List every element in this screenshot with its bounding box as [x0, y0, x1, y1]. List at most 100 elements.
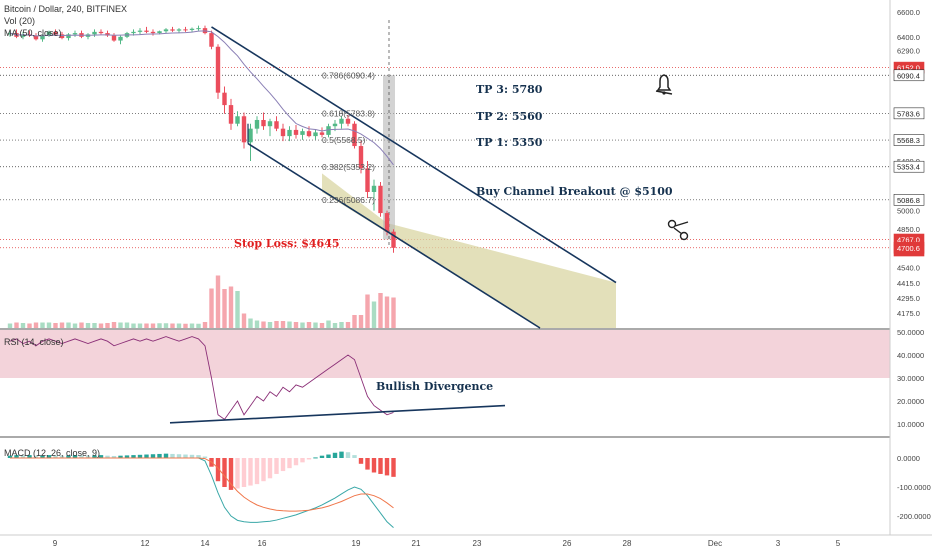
volume-bar: [371, 301, 377, 328]
macd-histogram-bar: [365, 458, 370, 470]
candle-body: [170, 29, 175, 31]
tp2-label[interactable]: TP 2: 5560: [476, 110, 543, 123]
divergence-trendline: [169, 404, 506, 424]
candle-body: [391, 231, 396, 248]
price-axis-tick: 5353.4: [897, 163, 920, 172]
macd-histogram-bar: [79, 455, 84, 458]
macd-histogram-bar: [254, 458, 260, 485]
candle-body: [46, 31, 52, 36]
bell-icon[interactable]: [655, 74, 673, 95]
candle-body: [59, 34, 65, 39]
tp3-label[interactable]: TP 3: 5780: [476, 83, 543, 96]
macd-histogram-bar: [150, 454, 156, 458]
volume-bar: [53, 323, 58, 328]
rsi-axis-tick: 20.0000: [897, 397, 924, 406]
macd-histogram-bar: [27, 455, 32, 458]
volume-bar: [332, 323, 338, 328]
time-axis-tick: 12: [141, 539, 150, 548]
macd-histogram-bar: [228, 458, 234, 490]
macd-histogram-bar: [163, 453, 169, 458]
stop-loss-label[interactable]: Stop Loss: $4645: [234, 237, 340, 250]
price-axis-tick: 6090.4: [897, 71, 920, 80]
volume-bar: [7, 323, 13, 328]
volume-bar: [228, 286, 234, 328]
macd-histogram-bar: [352, 455, 357, 458]
candle-body: [339, 118, 344, 124]
volume-bar: [313, 322, 318, 328]
macd-histogram-bar: [157, 453, 162, 458]
channel-lower-line: [247, 142, 541, 329]
macd-histogram-bar: [118, 455, 123, 458]
volume-bar: [384, 296, 390, 328]
volume-bar: [137, 323, 143, 328]
volume-bar: [27, 323, 32, 328]
tp1-label[interactable]: TP 1: 5350: [476, 136, 543, 149]
macd-histogram-bar: [202, 456, 208, 458]
fib-level-label: 0.786(6090.4): [322, 70, 375, 80]
macd-histogram-bar: [20, 455, 26, 458]
macd-histogram-bar: [53, 455, 58, 458]
target-zone: [322, 20, 616, 328]
macd-histogram-bar: [371, 458, 377, 473]
candle-body: [157, 31, 162, 34]
volume-bar: [163, 323, 169, 328]
volume-bar: [365, 294, 370, 328]
candle-body: [7, 33, 13, 35]
macd-histogram-bar: [46, 455, 52, 458]
macd-histogram-bar: [384, 458, 390, 476]
macd-axis-tick: 0.0000: [897, 454, 920, 463]
candle-body: [306, 131, 312, 137]
macd-histogram-bar: [144, 454, 149, 458]
volume-bar: [274, 321, 279, 328]
price-axis-tick: 4540.0: [897, 264, 920, 273]
candle-body: [131, 31, 136, 34]
candle-body: [384, 213, 390, 232]
volume-bars: [7, 275, 396, 328]
signal-line: [10, 457, 394, 512]
rsi-axis-tick: 30.0000: [897, 374, 924, 383]
candle-body: [319, 132, 325, 135]
candle-body: [20, 34, 26, 37]
volume-bar: [209, 288, 214, 328]
macd-histogram-bar: [105, 455, 110, 458]
rsi-axis-tick: 40.0000: [897, 351, 924, 360]
macd-legend[interactable]: MACD (12, 26, close, 9): [4, 448, 101, 458]
volume-bar: [196, 323, 201, 328]
volume-bar: [267, 322, 273, 328]
candle-body: [241, 116, 247, 143]
volume-bar: [261, 321, 266, 328]
volume-bar: [131, 323, 136, 328]
volume-legend[interactable]: Vol (20): [4, 16, 36, 26]
price-axis-tick: 6290.0: [897, 46, 920, 55]
macd-histogram-bar: [7, 455, 13, 458]
volume-bar: [33, 322, 39, 328]
candle-body: [248, 128, 253, 143]
candle-body: [365, 168, 370, 192]
price-axis-tick: 4175.0: [897, 309, 920, 318]
fib-level-label: 0.382(5353.2): [322, 162, 375, 172]
macd-histogram-bar: [319, 455, 325, 458]
volume-bar: [59, 322, 65, 328]
volume-bar: [150, 323, 156, 328]
volume-bar: [176, 323, 182, 328]
price-pane: [0, 0, 890, 328]
volume-bar: [293, 322, 299, 328]
price-axis-tick: 4295.0: [897, 294, 920, 303]
chart-title[interactable]: Bitcoin / Dollar, 240, BITFINEX: [4, 4, 128, 14]
ma-legend[interactable]: MA (50, close): [4, 28, 62, 38]
price-axis-tick: 4767.0: [897, 236, 920, 245]
breakout-label[interactable]: Buy Channel Breakout @ $5100: [476, 185, 673, 198]
rsi-legend[interactable]: RSI (14, close): [4, 337, 64, 347]
divergence-label[interactable]: Bullish Divergence: [376, 380, 493, 393]
trend-drawings[interactable]: 0.786(6090.4) 0.618(5783.8) 0.5(5568.5) 0.3…: [211, 26, 617, 329]
volume-bar: [46, 322, 52, 328]
volume-bar: [72, 323, 78, 328]
candle-body: [53, 31, 58, 35]
volume-bar: [319, 323, 325, 328]
volume-bar: [144, 323, 149, 328]
macd-histogram-bar: [300, 458, 305, 463]
volume-bar: [287, 321, 292, 328]
volume-bar: [183, 323, 188, 328]
scissors-icon[interactable]: [667, 219, 689, 241]
